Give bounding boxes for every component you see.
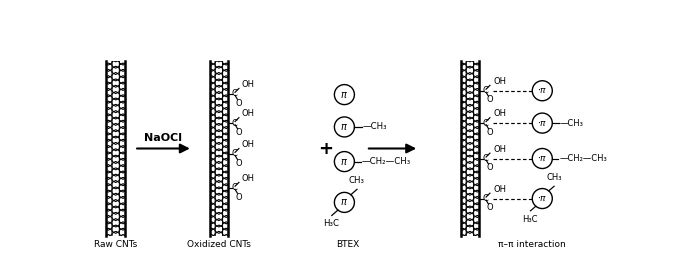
Text: O: O [235, 159, 242, 168]
Text: $\pi$: $\pi$ [340, 197, 348, 207]
Text: O: O [487, 163, 493, 172]
Text: $\cdot\pi$: $\cdot\pi$ [537, 194, 547, 203]
Text: C: C [482, 194, 488, 203]
Text: C: C [482, 154, 488, 163]
Text: —CH₃: —CH₃ [363, 122, 388, 131]
Text: π–π interaction: π–π interaction [498, 240, 565, 249]
Text: NaOCl: NaOCl [144, 133, 182, 143]
Text: O: O [235, 98, 242, 108]
Text: O: O [235, 192, 242, 202]
Text: C: C [482, 86, 488, 95]
Text: O: O [487, 128, 493, 137]
Text: CH₃: CH₃ [546, 174, 562, 182]
Text: C: C [231, 89, 237, 98]
Text: OH: OH [242, 109, 255, 118]
Text: —CH₂—CH₃: —CH₂—CH₃ [361, 157, 411, 166]
Text: —CH₂—CH₃: —CH₂—CH₃ [559, 154, 607, 163]
Text: CH₃: CH₃ [349, 177, 365, 186]
Text: C: C [231, 183, 237, 192]
Text: $\cdot\pi$: $\cdot\pi$ [537, 154, 547, 163]
Text: OH: OH [493, 77, 506, 86]
Text: OH: OH [493, 185, 506, 194]
Text: OH: OH [493, 109, 506, 118]
Text: C: C [231, 119, 237, 128]
Text: O: O [235, 128, 242, 137]
Text: O: O [487, 203, 493, 212]
Text: OH: OH [493, 145, 506, 154]
Text: OH: OH [242, 80, 255, 89]
Text: Oxidized CNTs: Oxidized CNTs [187, 240, 251, 249]
Text: C: C [482, 119, 488, 128]
Text: $\pi$: $\pi$ [340, 156, 348, 167]
Text: —CH₃: —CH₃ [560, 119, 584, 128]
Text: OH: OH [242, 174, 255, 183]
Text: +: + [318, 139, 333, 158]
Text: OH: OH [242, 140, 255, 149]
Text: $\cdot\pi$: $\cdot\pi$ [537, 119, 547, 128]
Text: BTEX: BTEX [336, 240, 360, 249]
Text: C: C [231, 149, 237, 158]
Text: H₃C: H₃C [522, 215, 538, 224]
Text: $\pi$: $\pi$ [340, 122, 348, 132]
Text: O: O [487, 95, 493, 104]
Text: $\cdot\pi$: $\cdot\pi$ [537, 86, 547, 95]
Text: Raw CNTs: Raw CNTs [94, 240, 138, 249]
Text: $\pi$: $\pi$ [340, 90, 348, 100]
Text: H₃C: H₃C [323, 219, 339, 228]
